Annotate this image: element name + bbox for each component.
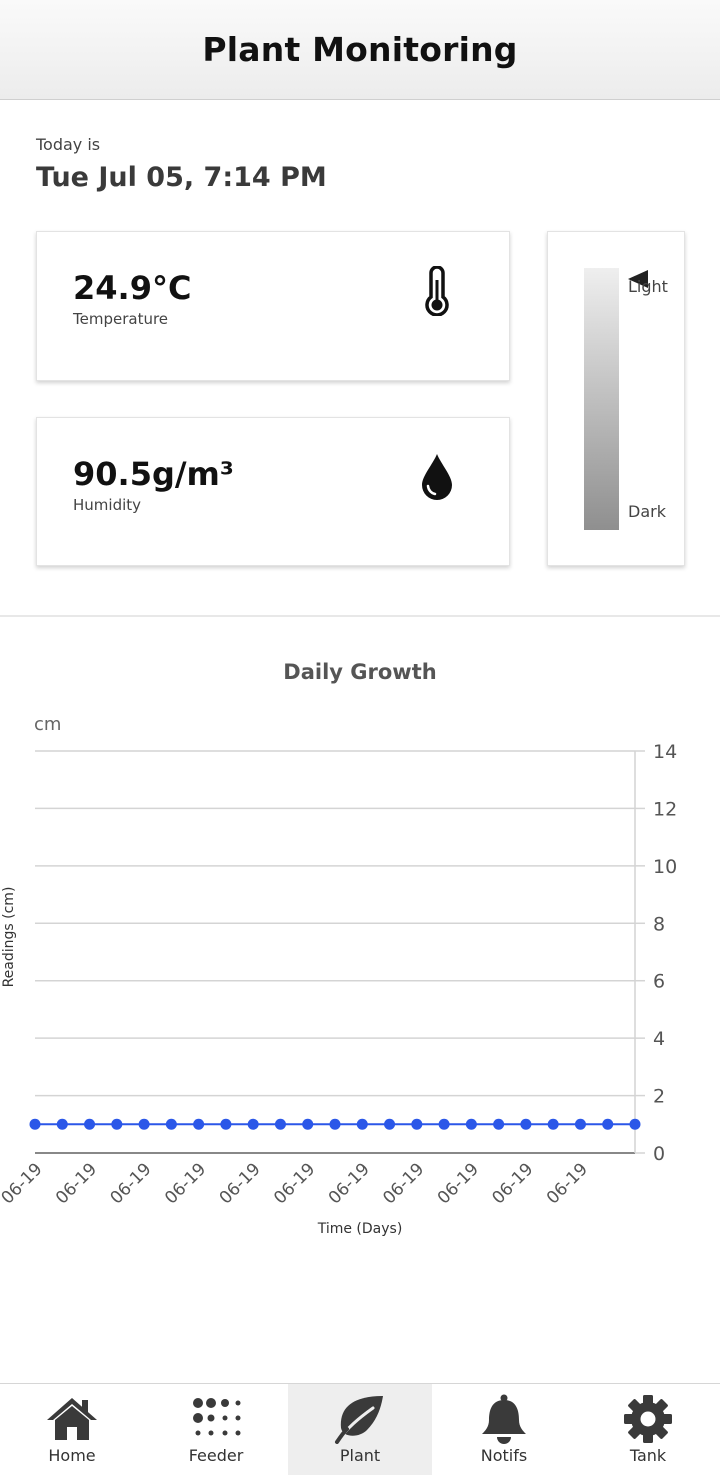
humidity-value: 90.5g/m³ (73, 455, 234, 493)
data-point[interactable] (56, 1118, 68, 1130)
data-point[interactable] (493, 1118, 505, 1130)
temperature-value: 24.9°C (73, 269, 192, 307)
data-point[interactable] (574, 1118, 586, 1130)
humidity-card: 90.5g/m³ Humidity (36, 417, 510, 566)
data-point[interactable] (247, 1118, 259, 1130)
data-point[interactable] (547, 1118, 559, 1130)
y-tick-label: 2 (653, 1086, 665, 1108)
x-tick-label: 06-19 (325, 1159, 374, 1208)
section-divider (0, 615, 720, 617)
data-point[interactable] (384, 1118, 396, 1130)
chart-title: Daily Growth (283, 660, 437, 684)
gear-icon (624, 1395, 672, 1443)
bell-icon (482, 1394, 526, 1444)
data-point[interactable] (111, 1118, 123, 1130)
x-tick-label: 06-19 (434, 1159, 483, 1208)
today-label: Today is (36, 135, 101, 154)
y-tick-label: 0 (653, 1143, 665, 1165)
data-point[interactable] (465, 1118, 477, 1130)
nav-home[interactable]: Home (0, 1384, 144, 1475)
y-tick-label: 12 (653, 798, 677, 820)
chart-unit-label: cm (34, 714, 61, 735)
data-point[interactable] (220, 1118, 232, 1130)
light-card: Light Dark (547, 231, 685, 566)
data-point[interactable] (520, 1118, 532, 1130)
data-point[interactable] (629, 1118, 641, 1130)
thermometer-icon (425, 266, 449, 316)
dark-label: Dark (628, 502, 666, 521)
temperature-label: Temperature (73, 310, 169, 328)
nav-plant[interactable]: Plant (288, 1384, 432, 1475)
nav-notifs-label: Notifs (480, 1446, 528, 1465)
x-tick-label: 06-19 (379, 1159, 428, 1208)
data-point[interactable] (411, 1118, 423, 1130)
data-point[interactable] (438, 1118, 450, 1130)
data-point[interactable] (356, 1118, 368, 1130)
today-date: Tue Jul 05, 7:14 PM (36, 162, 327, 193)
data-point[interactable] (193, 1118, 205, 1130)
nav-notifs[interactable]: Notifs (432, 1384, 576, 1475)
data-point[interactable] (138, 1118, 150, 1130)
y-tick-label: 8 (653, 913, 665, 935)
y-axis-label: Readings (cm) (1, 887, 17, 988)
light-label: Light (628, 277, 668, 296)
x-tick-label: 06-19 (216, 1159, 265, 1208)
water-drop-icon (422, 454, 452, 500)
leaf-icon (335, 1396, 383, 1444)
x-tick-label: 06-19 (543, 1159, 592, 1208)
data-point[interactable] (302, 1118, 314, 1130)
data-point[interactable] (602, 1118, 614, 1130)
y-tick-label: 10 (653, 856, 677, 878)
humidity-label: Humidity (73, 496, 142, 514)
x-tick-label: 06-19 (0, 1159, 47, 1208)
y-tick-label: 4 (653, 1028, 665, 1050)
nav-feeder[interactable]: Feeder (144, 1384, 288, 1475)
nav-home-label: Home (48, 1446, 96, 1465)
dots-grid-icon (193, 1398, 241, 1436)
x-tick-label: 06-19 (52, 1159, 101, 1208)
app-header: Plant Monitoring (0, 0, 720, 100)
data-point[interactable] (329, 1118, 341, 1130)
nav-tank-label: Tank (629, 1446, 667, 1465)
data-point[interactable] (165, 1118, 177, 1130)
data-point[interactable] (84, 1118, 96, 1130)
data-point[interactable] (29, 1118, 41, 1130)
home-icon (47, 1398, 97, 1440)
page-title: Plant Monitoring (202, 30, 518, 69)
light-level-pointer-icon (628, 270, 648, 288)
x-tick-label: 06-19 (107, 1159, 156, 1208)
light-gradient-bar (584, 268, 619, 530)
nav-plant-label: Plant (339, 1446, 381, 1465)
y-tick-label: 14 (653, 741, 677, 763)
y-tick-label: 6 (653, 971, 665, 993)
temperature-card: 24.9°C Temperature (36, 231, 510, 381)
x-axis-label: Time (Days) (317, 1221, 403, 1237)
bottom-navigation: Home Feeder Plant Notifs (0, 1383, 720, 1475)
data-point[interactable] (274, 1118, 286, 1130)
x-tick-label: 06-19 (161, 1159, 210, 1208)
nav-feeder-label: Feeder (188, 1446, 244, 1465)
nav-tank[interactable]: Tank (576, 1384, 720, 1475)
x-tick-label: 06-19 (270, 1159, 319, 1208)
x-tick-label: 06-19 (488, 1159, 537, 1208)
